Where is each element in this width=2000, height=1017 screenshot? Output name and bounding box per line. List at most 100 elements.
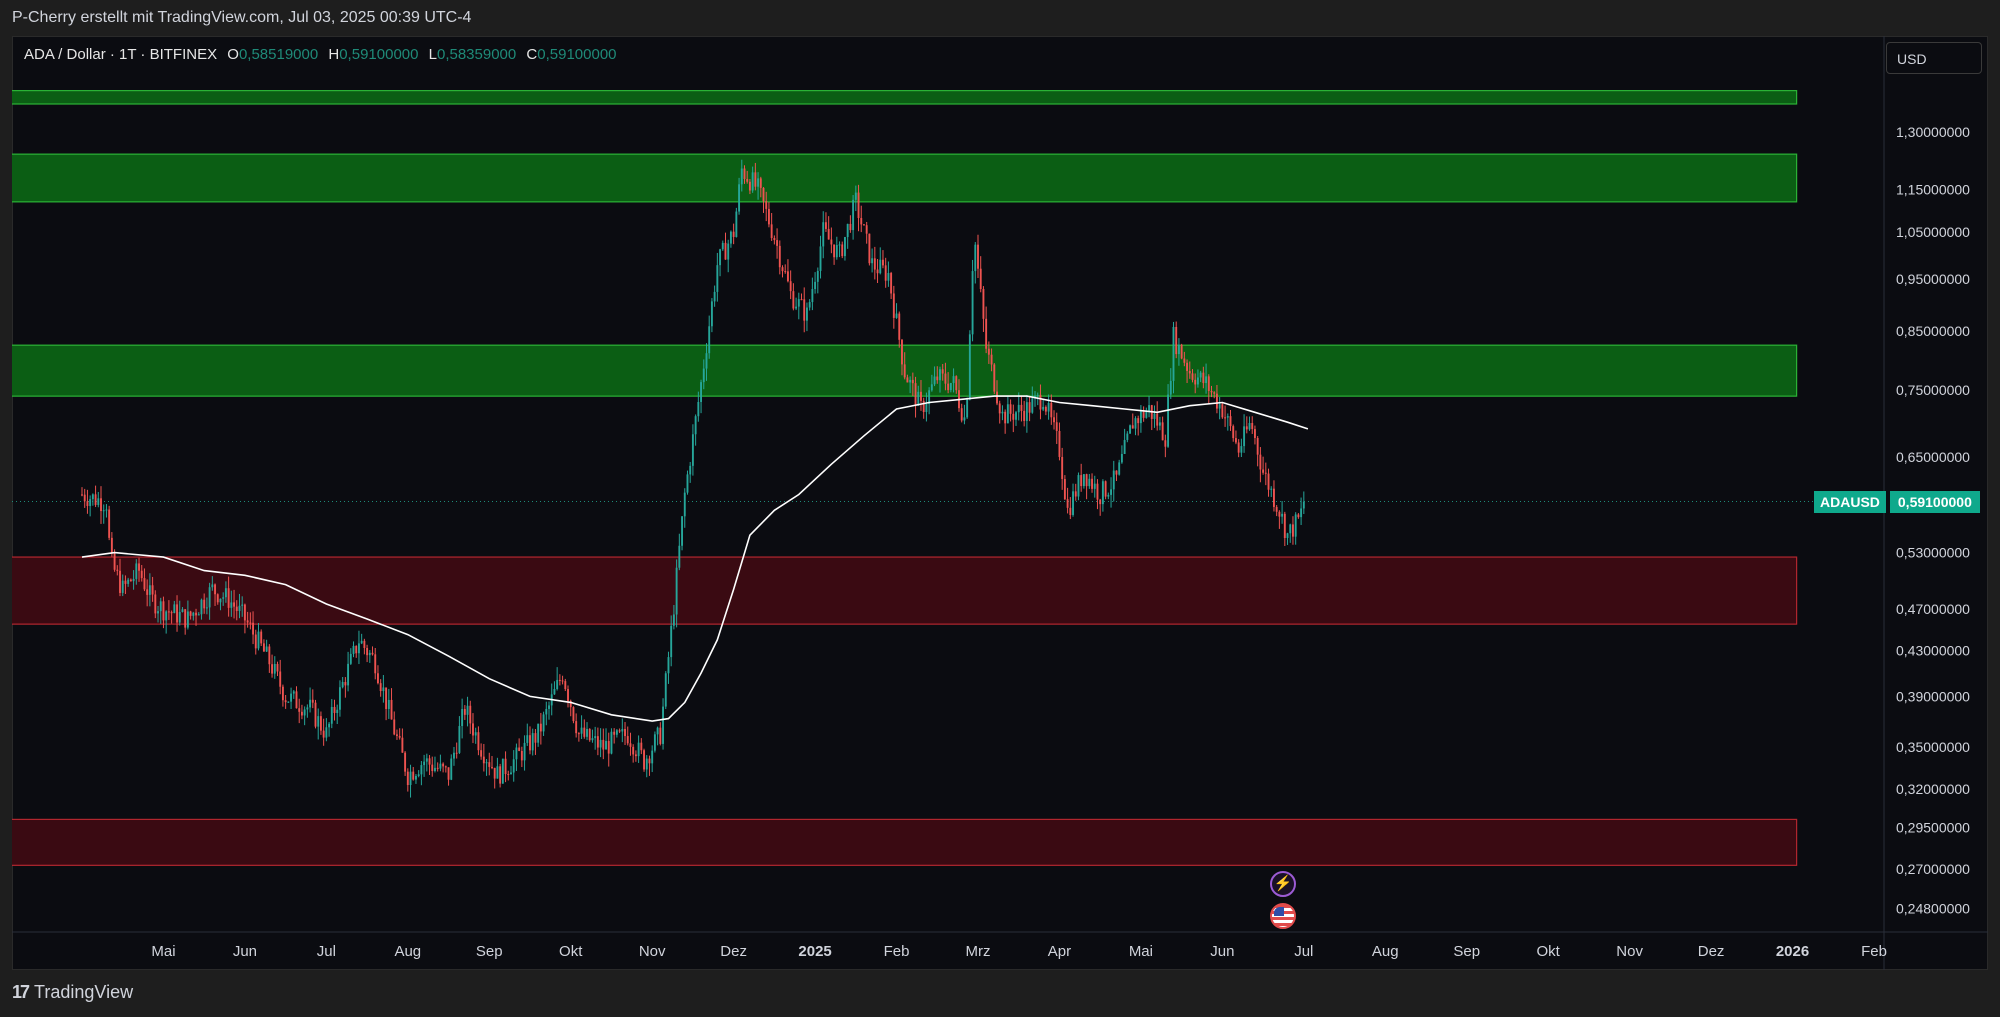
resistance-zone-1: [12, 90, 1798, 105]
candle: [757, 172, 760, 200]
chart-area[interactable]: 1,30000000 1,15000000 1,05000000 0,95000000…: [12, 36, 1988, 970]
candle: [279, 659, 282, 695]
candle: [303, 706, 306, 726]
candle: [567, 685, 569, 708]
candle: [336, 704, 339, 724]
candle: [827, 216, 830, 240]
candle: [974, 242, 977, 284]
candle: [265, 639, 268, 653]
candle: [822, 211, 825, 259]
candle: [873, 246, 876, 280]
candle: [1302, 491, 1305, 515]
candle: [493, 767, 496, 789]
candle: [629, 732, 632, 756]
candle: [197, 612, 200, 616]
candle: [102, 504, 105, 524]
candle: [1259, 447, 1262, 483]
candle: [300, 704, 303, 720]
candle: [1004, 409, 1007, 434]
candle: [374, 647, 377, 680]
candle: [586, 722, 588, 741]
candle: [898, 311, 901, 348]
candle: [1142, 406, 1145, 422]
candle: [129, 578, 132, 582]
candle: [1270, 486, 1273, 497]
candle: [398, 728, 401, 740]
candle: [257, 623, 260, 651]
candle: [852, 195, 855, 240]
candle: [882, 250, 884, 269]
time-tick-label: Mrz: [966, 943, 991, 960]
candle: [477, 726, 480, 756]
time-tick-label: Feb: [884, 943, 910, 960]
candle: [306, 704, 309, 718]
candle: [982, 286, 985, 332]
candle: [605, 728, 607, 750]
legend-symbol[interactable]: ADA / Dollar · 1T · BITFINEX: [24, 46, 218, 63]
candle: [1262, 456, 1265, 475]
candle: [941, 363, 944, 381]
tradingview-logo[interactable]: 17 TradingView: [12, 982, 133, 1003]
candle: [1240, 438, 1243, 458]
candle: [412, 767, 415, 781]
candle: [825, 212, 827, 232]
lightning-icon[interactable]: ⚡: [1270, 871, 1296, 897]
candle: [1243, 414, 1246, 453]
candle: [743, 165, 746, 184]
time-tick-label: Jun: [233, 943, 257, 960]
candle: [1001, 405, 1004, 421]
candle: [577, 732, 580, 742]
candle: [186, 600, 189, 630]
candle: [844, 236, 846, 261]
candle: [890, 271, 893, 299]
candle: [887, 261, 890, 287]
candle: [634, 750, 637, 762]
candle: [789, 270, 792, 300]
time-tick-label: Apr: [1048, 943, 1071, 960]
candle: [928, 387, 931, 415]
time-tick-label: Dez: [720, 943, 747, 960]
candle: [596, 727, 599, 756]
candle: [423, 754, 426, 777]
candle: [705, 343, 708, 381]
candle: [1191, 369, 1194, 383]
candle: [615, 728, 618, 738]
candle: [311, 689, 314, 709]
candle: [94, 485, 97, 508]
candle: [537, 723, 540, 747]
candle: [729, 230, 732, 248]
candle: [678, 533, 681, 571]
candle: [151, 576, 154, 602]
candle: [719, 248, 722, 277]
candle: [637, 735, 640, 763]
candle: [860, 205, 863, 233]
candle: [1275, 505, 1278, 517]
candle: [499, 763, 502, 788]
candle: [781, 265, 784, 278]
candle: [290, 687, 293, 709]
candle: [1281, 501, 1284, 524]
candle: [431, 756, 434, 777]
candle: [132, 570, 135, 590]
candle: [157, 605, 159, 623]
candle: [1150, 404, 1153, 431]
candle: [1300, 497, 1303, 526]
candle: [208, 582, 211, 620]
candle: [453, 746, 455, 766]
close-value: 0,59100000: [537, 46, 617, 63]
candle: [1180, 343, 1183, 360]
candle: [181, 607, 184, 613]
candle: [1286, 532, 1289, 545]
candle: [572, 706, 575, 724]
price-tick-label: 1,30000000: [1896, 124, 1970, 140]
candle: [162, 596, 165, 629]
us-flag-icon[interactable]: [1270, 903, 1296, 929]
candle: [683, 488, 686, 528]
candle: [200, 598, 203, 620]
candle: [515, 743, 518, 771]
currency-selector[interactable]: USD: [1886, 42, 1982, 74]
candle: [895, 303, 898, 319]
candle: [81, 487, 83, 497]
candle: [990, 348, 993, 372]
candle: [100, 486, 102, 524]
